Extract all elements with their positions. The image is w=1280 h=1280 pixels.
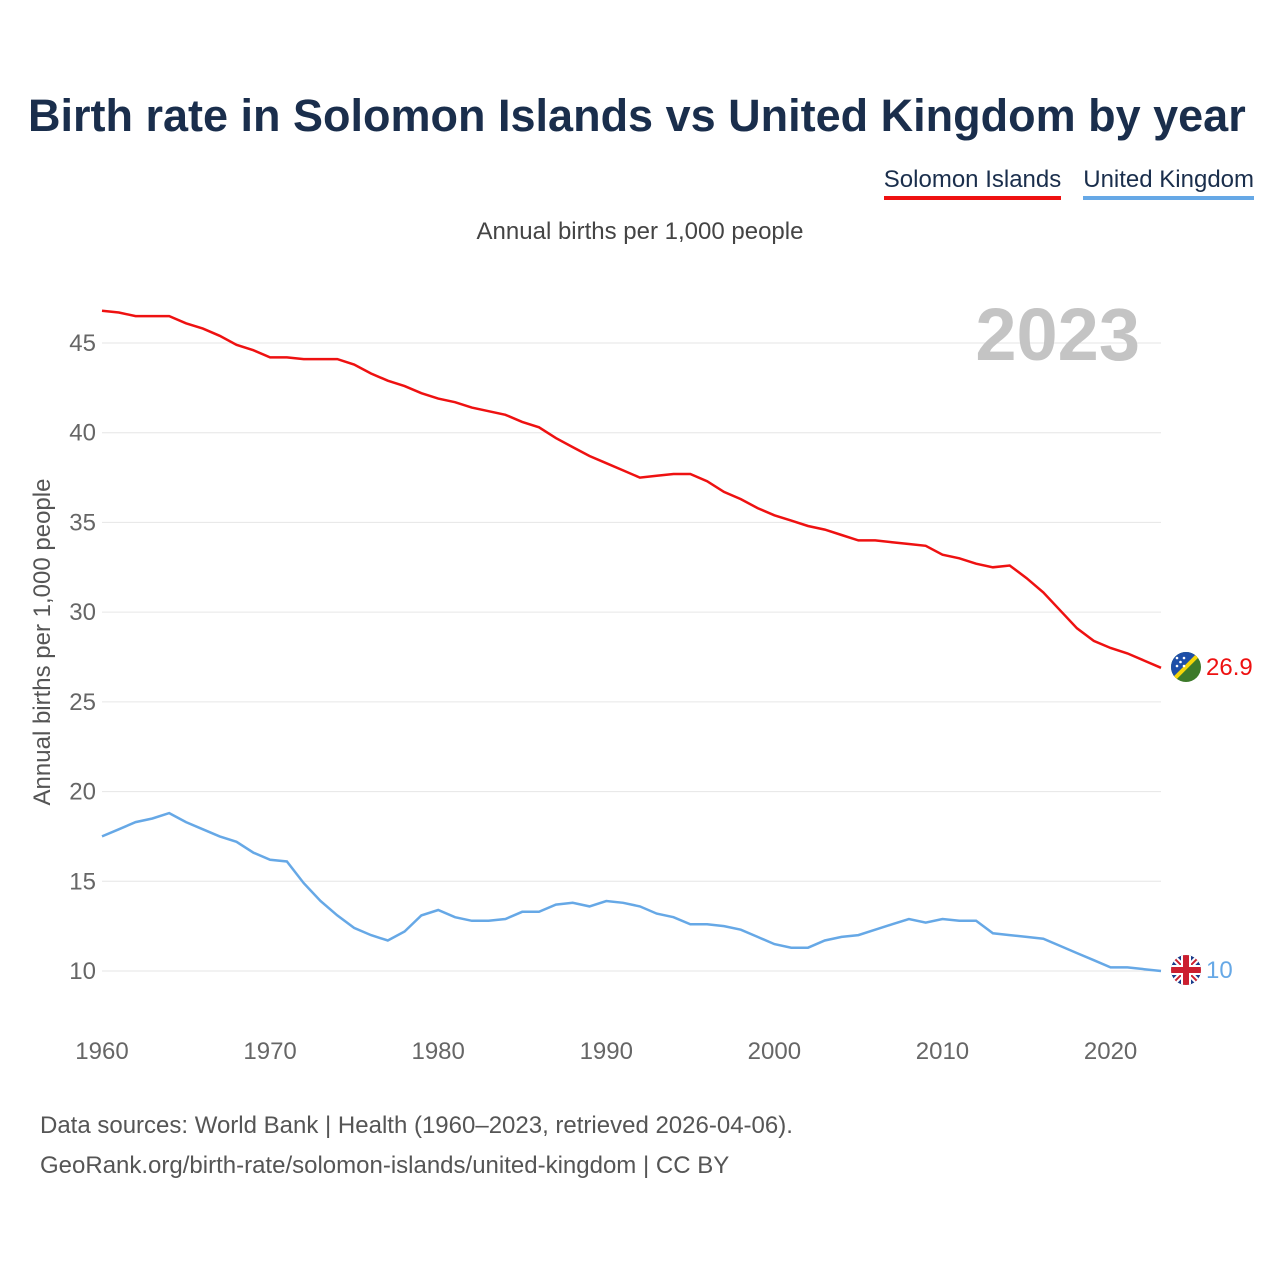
x-tick-label: 2000 bbox=[748, 1038, 801, 1065]
y-tick-label: 40 bbox=[69, 420, 96, 447]
y-axis: 10 15 20 25 30 35 40 45 bbox=[69, 330, 96, 985]
chart-title: Birth rate in Solomon Islands vs United … bbox=[28, 90, 1246, 141]
y-tick-label: 35 bbox=[69, 509, 96, 536]
x-tick-label: 1990 bbox=[580, 1038, 633, 1065]
y-tick-label: 15 bbox=[69, 868, 96, 895]
y-axis-label: Annual births per 1,000 people bbox=[29, 479, 56, 806]
solomon-islands-flag-icon bbox=[1171, 652, 1201, 682]
end-value-label-united-kingdom: 10 bbox=[1206, 957, 1233, 984]
chart-subtitle: Annual births per 1,000 people bbox=[476, 218, 804, 245]
x-tick-label: 1970 bbox=[243, 1038, 296, 1065]
footer: Data sources: World Bank | Health (1960–… bbox=[40, 1106, 793, 1186]
y-tick-label: 45 bbox=[69, 330, 96, 357]
x-tick-label: 2010 bbox=[916, 1038, 969, 1065]
line-chart: 10 15 20 25 30 35 40 45 1960 1970 1980 1990 2000 201… bbox=[29, 293, 1253, 1065]
legend-item-solomon-islands[interactable]: Solomon Islands bbox=[883, 166, 1062, 200]
y-tick-label: 30 bbox=[69, 599, 96, 626]
legend: Solomon Islands United Kingdom bbox=[883, 166, 1254, 200]
end-value-label-solomon-islands: 26.9 bbox=[1206, 654, 1253, 681]
united-kingdom-flag-icon bbox=[1171, 955, 1201, 985]
data-source-text: Data sources: World Bank | Health (1960–… bbox=[40, 1112, 793, 1139]
x-tick-label: 1960 bbox=[75, 1038, 128, 1065]
series-line-solomon-islands bbox=[101, 309, 1162, 669]
y-tick-label: 20 bbox=[69, 779, 96, 806]
source-url-text: GeoRank.org/birth-rate/solomon-islands/u… bbox=[40, 1152, 730, 1179]
year-watermark: 2023 bbox=[975, 293, 1140, 376]
grid bbox=[102, 342, 1161, 972]
x-axis: 1960 1970 1980 1990 2000 2010 2020 bbox=[75, 1038, 1137, 1065]
series-line-united-kingdom bbox=[101, 811, 1162, 973]
x-tick-label: 1980 bbox=[411, 1038, 464, 1065]
x-tick-label: 2020 bbox=[1084, 1038, 1137, 1065]
legend-item-united-kingdom[interactable]: United Kingdom bbox=[1083, 166, 1254, 200]
y-tick-label: 10 bbox=[69, 958, 96, 985]
y-tick-label: 25 bbox=[69, 689, 96, 716]
